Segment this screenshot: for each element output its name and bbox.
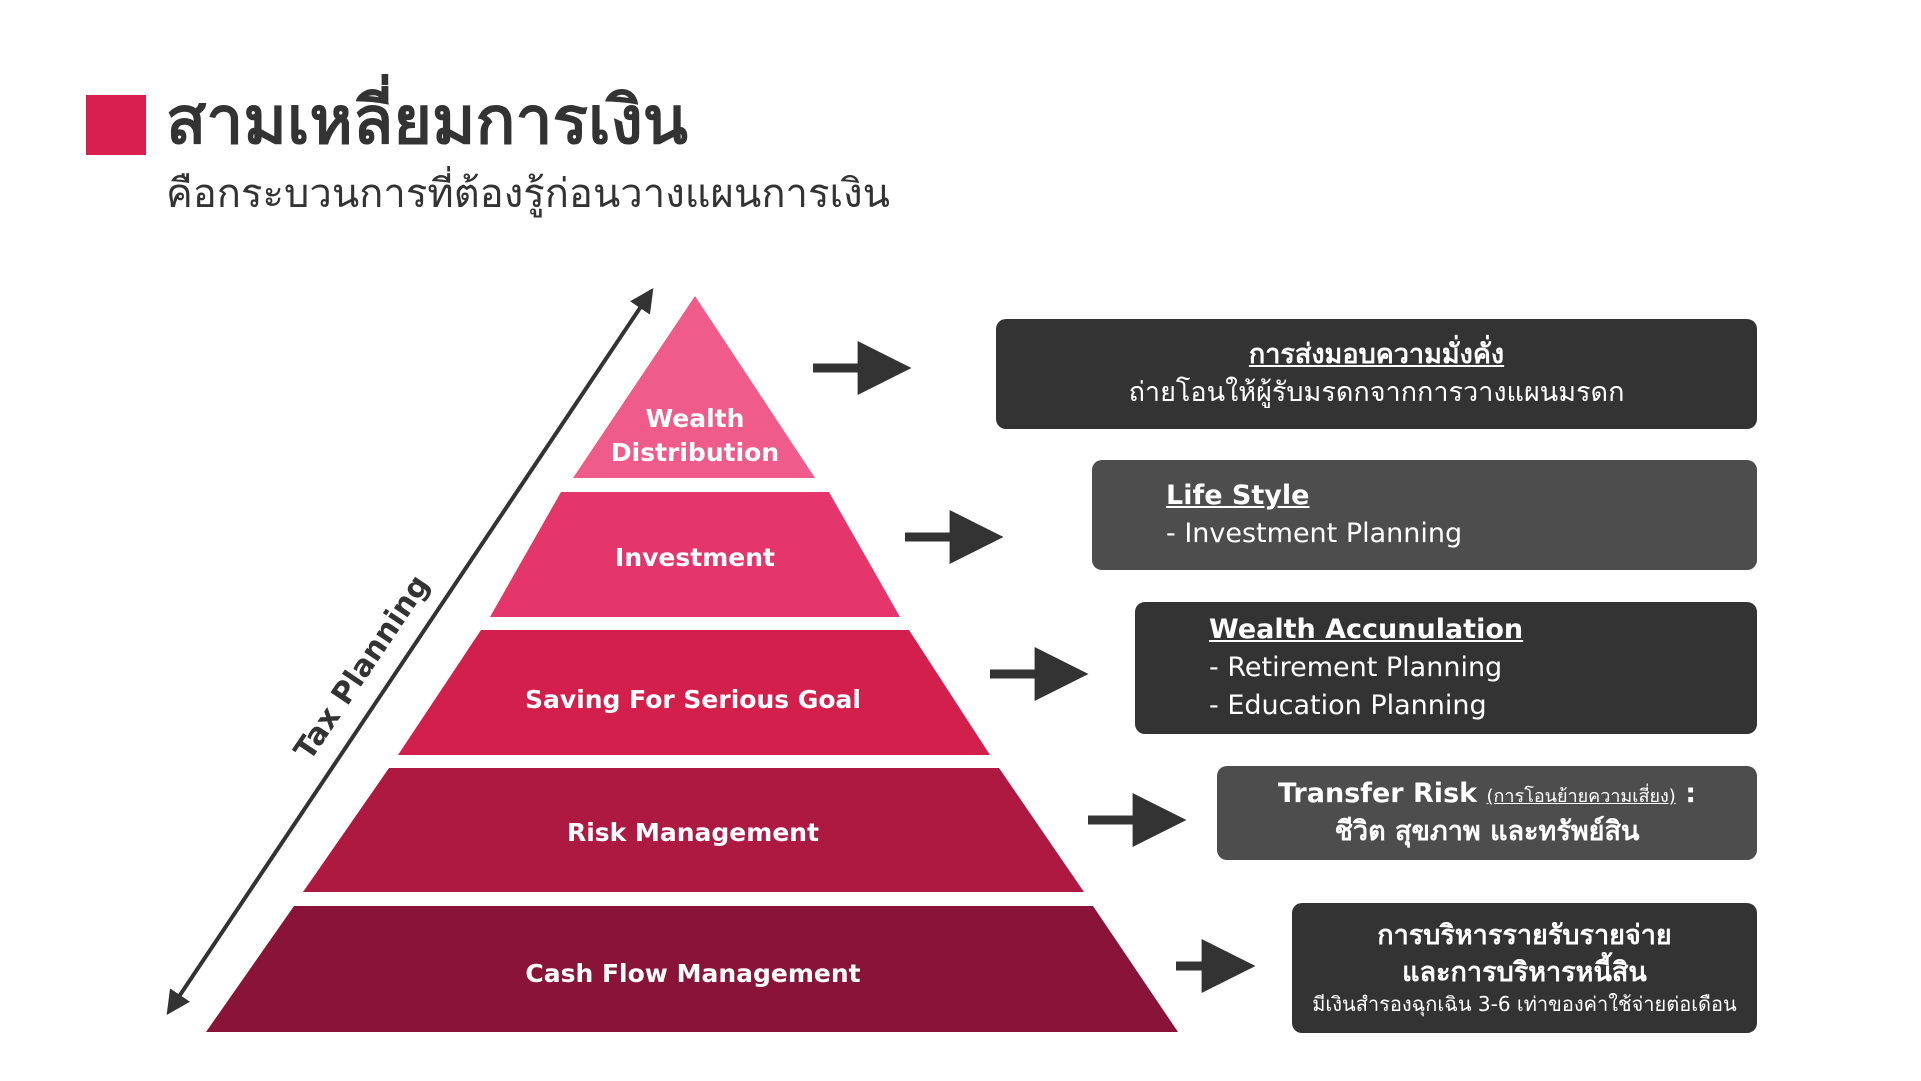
box-transfer-risk-heading: Transfer Risk (การโอนย้ายความเสี่ยง) : [1277,778,1697,810]
box-lifestyle-item: - Investment Planning [1166,518,1463,549]
level-label-investment: Investment [615,543,775,572]
box-accumulation-item-retirement: - Retirement Planning [1209,652,1503,684]
level-label-cash-flow: Cash Flow Management [525,959,860,988]
box-transfer-risk: Transfer Risk (การโอนย้ายความเสี่ยง) : ช… [1217,766,1757,860]
box-cash-flow: การบริหารรายรับรายจ่าย และการบริหารหนี้ส… [1292,903,1757,1033]
box-cashflow-line2: และการบริหารหนี้สิน [1402,956,1647,988]
box-accumulation-heading: Wealth Accunulation [1209,614,1524,646]
tax-planning-double-arrow [166,288,654,1015]
pyramid-level-risk-management [303,768,1084,892]
level-label-risk: Risk Management [567,818,819,847]
level-label-wealth: Wealth [646,404,745,433]
box-cashflow-note: มีเงินสำรองฉุกเฉิน 3-6 เท่าของค่าใช้จ่าย… [1312,991,1737,1016]
box-cashflow-line1: การบริหารรายรับรายจ่าย [1377,920,1672,952]
page-subtitle: คือกระบวนการที่ต้องรู้ก่อนวางแผนการเงิน [166,171,891,217]
pyramid-level-cash-flow [206,906,1178,1032]
box-accumulation-item-education: - Education Planning [1209,689,1487,721]
level-label-distribution: Distribution [611,438,779,467]
box-wealth-accumulation: Wealth Accunulation - Retirement Plannin… [1135,602,1757,734]
page-title: สามเหลี่ยมการเงิน [166,82,688,159]
box-lifestyle: Life Style - Investment Planning [1092,460,1757,570]
pyramid-level-saving [398,630,990,755]
box-lifestyle-heading: Life Style [1166,480,1310,512]
box-wealth-heading: การส่งมอบความมั่งคั่ง [1248,339,1505,371]
box-wealth-distribution: การส่งมอบความมั่งคั่ง ถ่ายโอนให้ผู้รับมร… [996,319,1757,429]
pyramid-level-wealth-distribution [573,296,815,478]
level-label-saving: Saving For Serious Goal [525,685,861,714]
pyramid-level-investment [490,492,900,617]
box-wealth-text: ถ่ายโอนให้ผู้รับมรดกจากการวางแผนมรดก [1128,377,1625,408]
title-accent-square [86,95,146,155]
box-transfer-risk-text: ชีวิต สุขภาพ และทรัพย์สิน [1334,816,1640,847]
